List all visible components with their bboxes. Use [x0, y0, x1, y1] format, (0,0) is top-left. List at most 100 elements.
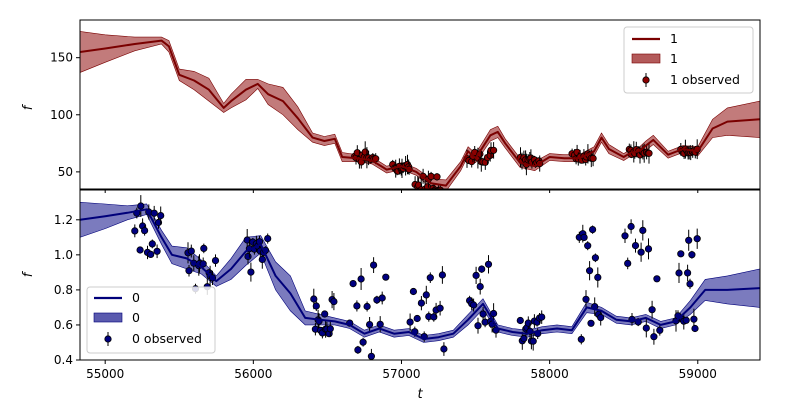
bottom-observed-point — [642, 324, 650, 332]
bottom-legend-line-label: 0 — [132, 290, 140, 305]
bottom-x-tick-label: 56000 — [234, 367, 272, 381]
bottom-observed-point — [469, 301, 478, 309]
bottom-observed-point — [624, 259, 632, 267]
bottom-observed-point — [200, 244, 208, 252]
top-axes-frame — [79, 19, 761, 190]
bottom-observed-point — [585, 267, 594, 275]
top-y-ticks: 50 100 150 — [50, 51, 699, 193]
top-line-layer — [80, 39, 760, 187]
bottom-observed-point — [136, 246, 144, 254]
bottom-observed-point — [244, 252, 252, 261]
bottom-legend-box — [86, 286, 216, 354]
bottom-observed-point — [484, 260, 493, 268]
bottom-x-tick-label: 59000 — [679, 367, 717, 381]
bottom-observed-point — [656, 326, 664, 334]
bottom-observed-point — [588, 226, 597, 234]
bottom-observed-point — [349, 279, 357, 288]
top-legend-line-label: 1 — [670, 31, 678, 46]
bottom-observed-point — [529, 337, 537, 345]
top-y-tick-label: 150 — [50, 51, 73, 65]
bottom-observed-point — [154, 218, 163, 227]
bottom-observed-point — [258, 255, 266, 264]
bottom-observed-point — [187, 247, 195, 255]
bottom-observed-point — [597, 313, 605, 322]
bottom-observed-point — [153, 247, 161, 255]
bottom-observed-point — [357, 275, 365, 283]
bottom-x-tick-label: 57000 — [382, 367, 420, 381]
bottom-observed-point — [131, 227, 139, 235]
bottom-legend-band-swatch — [93, 312, 123, 323]
bottom-observed-point — [406, 318, 414, 326]
bottom-observed-point — [516, 316, 524, 325]
bottom-observed-point — [148, 240, 156, 248]
bottom-observed-point — [693, 235, 701, 243]
bottom-y-axis-label: f — [21, 270, 36, 277]
bottom-observed-point — [199, 260, 207, 268]
bottom-observed-point — [478, 265, 486, 273]
bottom-observed-point — [474, 322, 482, 330]
bottom-observed-point — [382, 273, 390, 281]
top-mean-line — [80, 39, 760, 187]
bottom-observed-layer — [131, 195, 701, 360]
bottom-x-tick-label: 58000 — [531, 367, 569, 381]
bottom-observed-point — [627, 222, 635, 231]
top-observed-point — [645, 149, 653, 157]
top-band-layer — [80, 31, 760, 189]
bottom-observed-point — [354, 346, 362, 354]
bottom-observed-point — [691, 324, 699, 333]
top-uncertainty-band — [80, 31, 760, 189]
bottom-observed-point — [587, 319, 595, 327]
bottom-observed-point — [580, 233, 588, 241]
bottom-mean-line — [80, 208, 760, 340]
bottom-observed-point — [321, 310, 329, 318]
bottom-observed-point — [644, 245, 653, 253]
bottom-observed-point — [650, 333, 658, 341]
bottom-legend: 0 0 0 observed — [86, 286, 216, 354]
bottom-observed-point — [538, 313, 546, 321]
bottom-observed-point — [686, 280, 694, 288]
bottom-observed-point — [150, 209, 158, 217]
top-panel: 50 100 150 f 1 1 1 observed — [21, 19, 761, 193]
bottom-observed-point — [264, 235, 272, 243]
bottom-observed-point — [690, 315, 698, 323]
bottom-axes-frame — [79, 189, 761, 361]
bottom-observed-point — [409, 287, 417, 296]
bottom-observed-point — [378, 294, 386, 302]
bottom-observed-point — [211, 256, 220, 265]
bottom-y-ticks: 0.4 0.6 0.8 1.0 1.2 — [54, 213, 80, 367]
bottom-observed-point — [422, 291, 430, 299]
bottom-observed-point — [472, 271, 480, 279]
bottom-observed-point — [330, 297, 338, 306]
bottom-observed-point — [637, 248, 645, 256]
bottom-x-ticks: 55000 56000 57000 58000 59000 — [86, 360, 717, 381]
bottom-observed-point — [479, 310, 487, 318]
bottom-legend-band-label: 0 — [132, 310, 140, 325]
top-observed-point — [433, 173, 441, 181]
bottom-observed-point — [137, 202, 145, 210]
bottom-y-tick-label: 1.0 — [54, 248, 73, 262]
bottom-observed-point — [426, 274, 434, 282]
bottom-legend-observed-marker — [104, 335, 112, 343]
bottom-observed-point — [417, 299, 425, 307]
bottom-observed-point — [653, 275, 661, 283]
top-observed-point — [489, 146, 498, 154]
bottom-observed-point — [582, 295, 590, 303]
bottom-observed-point — [440, 345, 448, 353]
bottom-observed-point — [438, 271, 446, 279]
bottom-observed-point — [430, 313, 438, 321]
top-legend-band-label: 1 — [670, 51, 678, 66]
bottom-observed-point — [365, 320, 374, 329]
bottom-observed-point — [376, 320, 384, 328]
bottom-observed-point — [310, 295, 318, 303]
bottom-x-tick-label: 55000 — [86, 367, 124, 381]
bottom-observed-point — [591, 254, 600, 262]
bottom-observed-point — [369, 261, 378, 269]
top-y-tick-label: 50 — [58, 165, 73, 179]
top-legend-observed-marker — [642, 76, 650, 84]
bottom-panel: 0.4 0.6 0.8 1.0 1.2 55000 56000 57000 58000 5900… — [21, 189, 761, 400]
bottom-observed-point — [621, 232, 629, 240]
top-legend: 1 1 1 observed — [623, 26, 754, 94]
bottom-observed-point — [577, 335, 585, 343]
bottom-observed-point — [489, 309, 498, 318]
bottom-observed-point — [524, 319, 532, 327]
